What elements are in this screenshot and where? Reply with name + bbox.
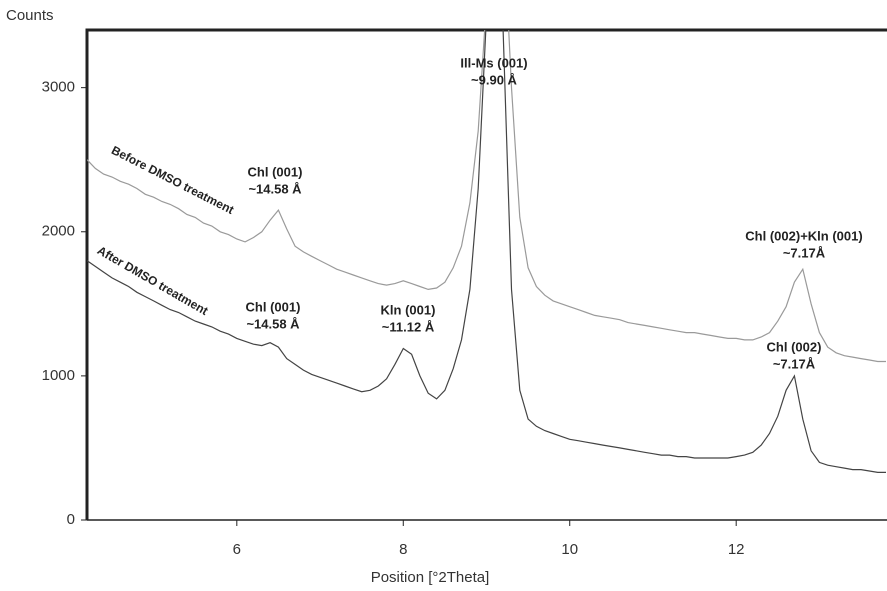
- annotation: ~11.12 Å: [382, 319, 435, 334]
- plot-area: [87, 30, 886, 473]
- x-axis-label: Position [°2Theta]: [371, 569, 490, 586]
- plot-frame: [85, 28, 887, 520]
- y-tick-label: 0: [67, 511, 75, 528]
- series-line: [87, 30, 886, 363]
- annotation: ~14.58 Å: [248, 181, 302, 196]
- x-tick-label: 6: [233, 541, 241, 558]
- annotation: ~14.58 Å: [246, 316, 300, 331]
- x-tick-label: 10: [561, 541, 578, 558]
- annotation: Chl (002)+Kln (001): [745, 228, 862, 243]
- x-tick-label: 12: [728, 541, 745, 558]
- annotation: Chl (001): [248, 164, 303, 179]
- y-tick-label: 1000: [42, 367, 75, 384]
- y-tick-label: 3000: [42, 79, 75, 96]
- annotation: Chl (001): [246, 299, 301, 314]
- x-tick-label: 8: [399, 541, 407, 558]
- annotation: Ill-Ms (001): [460, 55, 527, 70]
- series-label: After DMSO treatment: [95, 243, 211, 318]
- y-axis-label: Counts: [6, 7, 54, 24]
- annotation: ~7.17Å: [783, 245, 826, 260]
- annotation: Chl (002): [767, 339, 822, 354]
- annotation: ~7.17Å: [773, 356, 816, 371]
- annotation: Kln (001): [381, 302, 436, 317]
- annotation: ~9.90 Å: [471, 72, 518, 87]
- series-line: [87, 30, 886, 473]
- y-tick-label: 2000: [42, 223, 75, 240]
